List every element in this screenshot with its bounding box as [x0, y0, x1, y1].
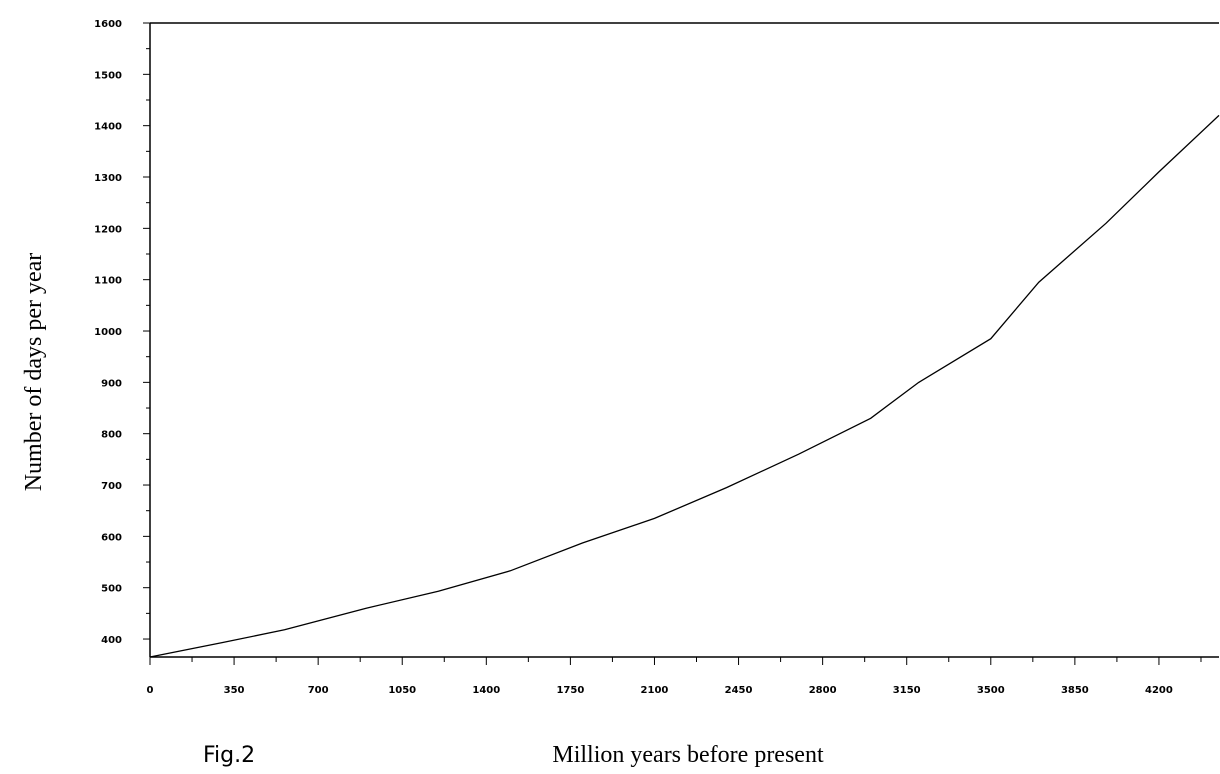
x-tick-label: 2450: [725, 685, 753, 696]
x-tick-label: 2100: [641, 685, 669, 696]
y-tick-label: 1300: [94, 173, 122, 184]
x-tick-label: 1400: [472, 685, 500, 696]
y-axis-title: Number of days per year: [21, 253, 47, 492]
y-tick-label: 1400: [94, 122, 122, 133]
y-tick-label: 1500: [94, 70, 122, 81]
series-line: [149, 114, 1220, 658]
x-axis-title: Million years before present: [552, 742, 824, 768]
y-tick-label: 1200: [94, 224, 122, 235]
y-tick-label: 1600: [94, 19, 122, 30]
x-tick-label: 2800: [809, 685, 837, 696]
series-layer: [149, 114, 1220, 658]
y-tick-label: 500: [101, 584, 122, 595]
y-tick-label: 800: [101, 430, 122, 441]
x-tick-label: 4200: [1145, 685, 1173, 696]
x-tick-label: 1050: [388, 685, 416, 696]
x-tick-label: 350: [224, 685, 245, 696]
x-tick-label: 700: [308, 685, 329, 696]
x-tick-label: 3850: [1061, 685, 1089, 696]
y-tick-label: 400: [101, 635, 122, 646]
x-tick-label: 3500: [977, 685, 1005, 696]
y-tick-label: 900: [101, 378, 122, 389]
x-tick-label: 1750: [556, 685, 584, 696]
x-tick-label: 0: [147, 685, 154, 696]
y-tick-label: 1100: [94, 276, 122, 287]
plot-frame: [149, 22, 1219, 658]
figure-label: Fig.2: [203, 743, 255, 768]
x-axis-ticks: 0 350 700 1050 1400 1750 2100 2450 2800 3150 3500 3…: [147, 657, 1202, 696]
y-tick-label: 700: [101, 481, 122, 492]
y-tick-label: 1000: [94, 327, 122, 338]
x-tick-label: 3150: [893, 685, 921, 696]
y-tick-label: 600: [101, 532, 122, 543]
y-axis-ticks: 400 500 600 700 800 900 1000 1100 1200 1300 1400 15…: [94, 19, 150, 646]
